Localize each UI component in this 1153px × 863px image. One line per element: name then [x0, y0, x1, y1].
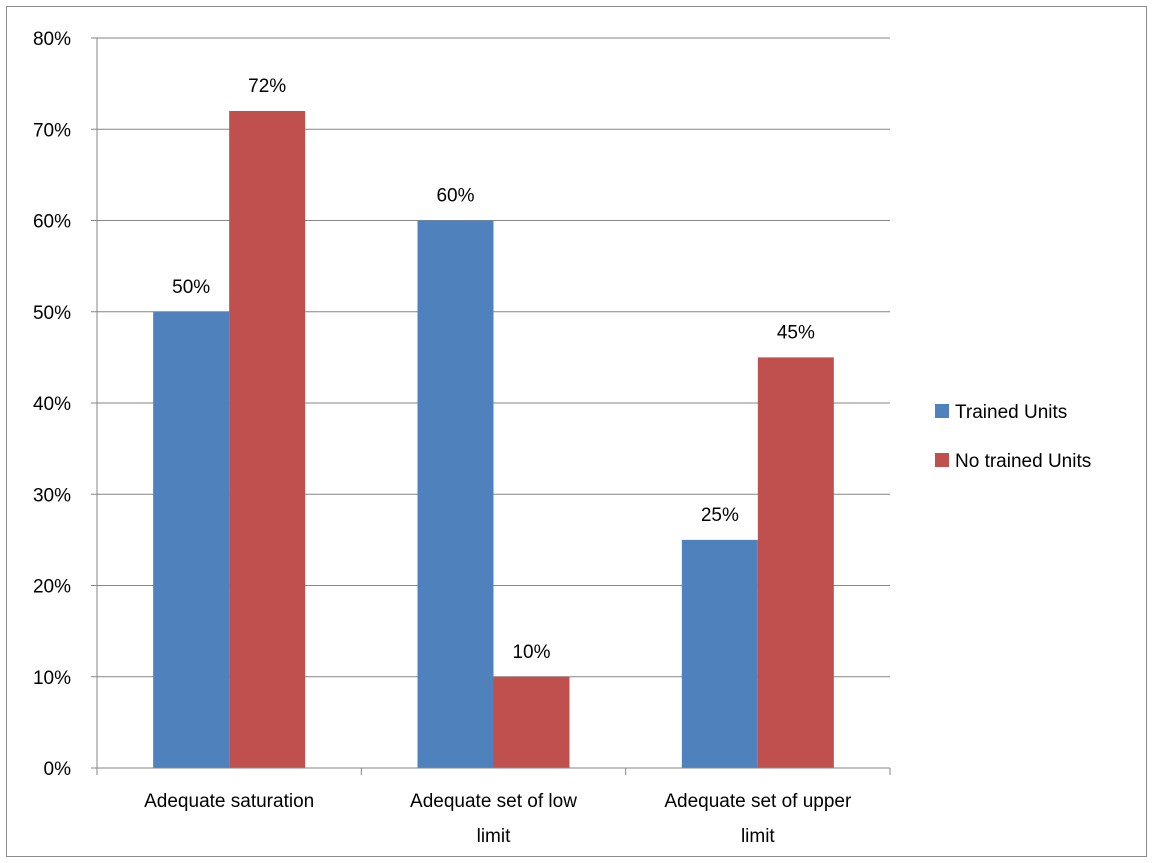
y-tick-label: 80%: [33, 29, 71, 50]
category-label: limit: [477, 826, 511, 847]
data-label: 25%: [701, 505, 739, 526]
bars: [153, 111, 834, 768]
y-tick-label: 40%: [33, 394, 71, 415]
bar: [417, 220, 494, 768]
y-tick-label: 0%: [44, 759, 72, 780]
legend-swatch: [935, 404, 949, 418]
labels: 0% 10% 20% 30% 40% 50% 60% 70% 80% 50% 72% Adequate…: [33, 29, 852, 847]
data-label: 72%: [248, 76, 286, 97]
legend-swatch: [935, 453, 949, 467]
y-tick-label: 10%: [33, 668, 71, 689]
y-tick-label: 70%: [33, 120, 71, 141]
data-label: 45%: [777, 322, 815, 343]
y-tick-label: 20%: [33, 577, 71, 598]
category-label: limit: [741, 826, 775, 847]
legend: Trained Units No trained Units: [935, 402, 1091, 472]
data-label: 50%: [172, 277, 210, 298]
axes: [91, 37, 891, 775]
legend-label: Trained Units: [955, 402, 1067, 423]
bar: [229, 111, 306, 768]
data-label: 60%: [436, 186, 474, 207]
y-tick-label: 30%: [33, 485, 71, 506]
y-tick-label: 50%: [33, 303, 71, 324]
bar: [153, 311, 230, 768]
category-label: Adequate saturation: [144, 791, 314, 812]
data-label: 10%: [512, 642, 550, 663]
bar: [757, 357, 834, 768]
category-label: Adequate set of upper: [664, 791, 852, 812]
legend-label: No trained Units: [955, 451, 1091, 472]
category-label: Adequate set of low: [410, 791, 577, 812]
bar: [681, 539, 758, 768]
y-tick-label: 60%: [33, 212, 71, 233]
bar: [493, 676, 570, 768]
